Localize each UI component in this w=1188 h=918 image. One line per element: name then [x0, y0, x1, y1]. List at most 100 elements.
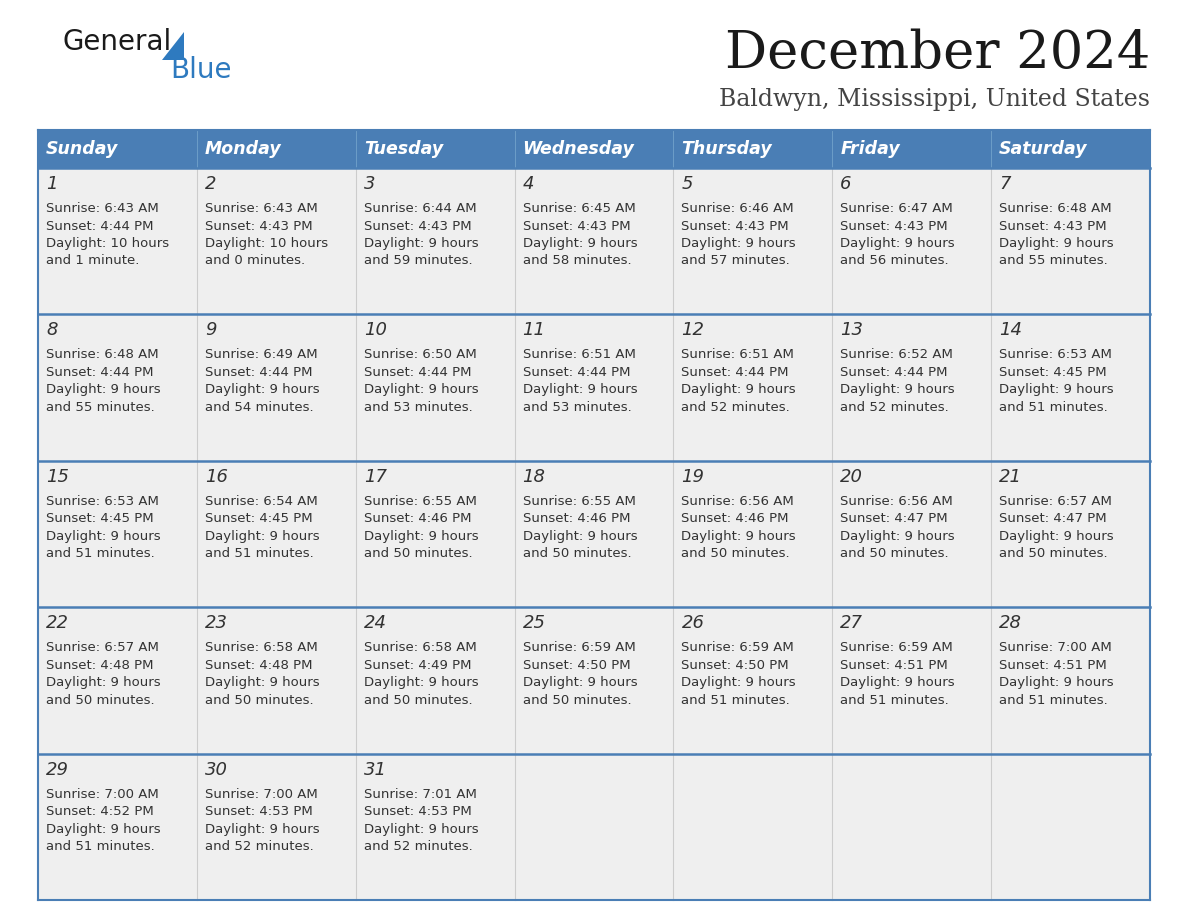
Text: Sunset: 4:51 PM: Sunset: 4:51 PM [840, 659, 948, 672]
Bar [514, 168, 674, 314]
Text: Daylight: 9 hours: Daylight: 9 hours [46, 384, 160, 397]
Text: 13: 13 [840, 321, 864, 340]
Bar [991, 168, 1150, 314]
Text: Sunset: 4:44 PM: Sunset: 4:44 PM [840, 366, 948, 379]
Text: and 0 minutes.: and 0 minutes. [204, 254, 305, 267]
Text: Daylight: 9 hours: Daylight: 9 hours [840, 677, 955, 689]
Bar [674, 607, 833, 754]
Bar [674, 461, 833, 607]
Text: Daylight: 9 hours: Daylight: 9 hours [364, 384, 479, 397]
Text: 2: 2 [204, 175, 216, 193]
Text: 30: 30 [204, 761, 228, 778]
Text: Daylight: 9 hours: Daylight: 9 hours [523, 530, 637, 543]
Text: Thursday: Thursday [682, 140, 772, 158]
Text: Sunrise: 7:00 AM: Sunrise: 7:00 AM [999, 641, 1112, 655]
Text: Sunset: 4:44 PM: Sunset: 4:44 PM [682, 366, 789, 379]
Text: and 58 minutes.: and 58 minutes. [523, 254, 631, 267]
Bar [38, 314, 197, 461]
Text: Daylight: 10 hours: Daylight: 10 hours [46, 237, 169, 250]
Text: Sunrise: 6:44 AM: Sunrise: 6:44 AM [364, 202, 476, 215]
Text: Sunrise: 6:48 AM: Sunrise: 6:48 AM [46, 349, 159, 362]
Text: and 52 minutes.: and 52 minutes. [682, 401, 790, 414]
Bar [514, 754, 674, 900]
Text: and 55 minutes.: and 55 minutes. [46, 401, 154, 414]
Text: and 56 minutes.: and 56 minutes. [840, 254, 949, 267]
Text: Sunset: 4:43 PM: Sunset: 4:43 PM [204, 219, 312, 232]
Text: Sunset: 4:44 PM: Sunset: 4:44 PM [46, 219, 153, 232]
Text: Daylight: 9 hours: Daylight: 9 hours [999, 530, 1114, 543]
Text: Daylight: 9 hours: Daylight: 9 hours [364, 237, 479, 250]
Text: Sunrise: 6:53 AM: Sunrise: 6:53 AM [999, 349, 1112, 362]
Text: 20: 20 [840, 468, 864, 486]
Text: and 50 minutes.: and 50 minutes. [682, 547, 790, 560]
Text: Sunrise: 6:55 AM: Sunrise: 6:55 AM [523, 495, 636, 508]
Text: Sunrise: 6:54 AM: Sunrise: 6:54 AM [204, 495, 317, 508]
Text: Sunrise: 6:49 AM: Sunrise: 6:49 AM [204, 349, 317, 362]
Text: Daylight: 9 hours: Daylight: 9 hours [204, 677, 320, 689]
Text: 25: 25 [523, 614, 545, 633]
Text: Sunset: 4:48 PM: Sunset: 4:48 PM [204, 659, 312, 672]
Text: Sunset: 4:45 PM: Sunset: 4:45 PM [46, 512, 153, 525]
Text: and 55 minutes.: and 55 minutes. [999, 254, 1108, 267]
Text: 12: 12 [682, 321, 704, 340]
Bar [197, 754, 355, 900]
Text: Daylight: 9 hours: Daylight: 9 hours [840, 384, 955, 397]
Text: Daylight: 9 hours: Daylight: 9 hours [682, 530, 796, 543]
Text: Daylight: 9 hours: Daylight: 9 hours [46, 677, 160, 689]
Text: and 50 minutes.: and 50 minutes. [523, 694, 631, 707]
Text: and 51 minutes.: and 51 minutes. [46, 840, 154, 853]
Text: Sunrise: 6:43 AM: Sunrise: 6:43 AM [204, 202, 317, 215]
Bar [514, 314, 674, 461]
Text: 19: 19 [682, 468, 704, 486]
Text: Daylight: 9 hours: Daylight: 9 hours [999, 384, 1114, 397]
Text: Baldwyn, Mississippi, United States: Baldwyn, Mississippi, United States [719, 88, 1150, 111]
Text: 4: 4 [523, 175, 535, 193]
Text: Sunset: 4:44 PM: Sunset: 4:44 PM [364, 366, 472, 379]
Text: 6: 6 [840, 175, 852, 193]
Text: and 51 minutes.: and 51 minutes. [46, 547, 154, 560]
Text: Daylight: 9 hours: Daylight: 9 hours [682, 237, 796, 250]
Text: and 52 minutes.: and 52 minutes. [364, 840, 473, 853]
Text: 26: 26 [682, 614, 704, 633]
Text: Sunset: 4:51 PM: Sunset: 4:51 PM [999, 659, 1107, 672]
Text: Friday: Friday [840, 140, 901, 158]
Bar [833, 314, 991, 461]
Text: Sunrise: 6:50 AM: Sunrise: 6:50 AM [364, 349, 476, 362]
Bar [38, 607, 197, 754]
Text: Sunset: 4:43 PM: Sunset: 4:43 PM [682, 219, 789, 232]
Text: Sunrise: 6:59 AM: Sunrise: 6:59 AM [840, 641, 953, 655]
Text: and 50 minutes.: and 50 minutes. [204, 694, 314, 707]
Bar [674, 168, 833, 314]
Text: 5: 5 [682, 175, 693, 193]
Text: 29: 29 [46, 761, 69, 778]
Text: and 51 minutes.: and 51 minutes. [999, 694, 1108, 707]
Text: Daylight: 9 hours: Daylight: 9 hours [523, 384, 637, 397]
Text: Daylight: 9 hours: Daylight: 9 hours [46, 823, 160, 835]
Text: Sunset: 4:50 PM: Sunset: 4:50 PM [682, 659, 789, 672]
Text: Sunrise: 6:57 AM: Sunrise: 6:57 AM [999, 495, 1112, 508]
Bar [197, 461, 355, 607]
Text: Monday: Monday [204, 140, 282, 158]
Text: 27: 27 [840, 614, 864, 633]
Text: Sunrise: 6:45 AM: Sunrise: 6:45 AM [523, 202, 636, 215]
Text: 18: 18 [523, 468, 545, 486]
Text: 16: 16 [204, 468, 228, 486]
Text: Sunday: Sunday [46, 140, 119, 158]
Text: Sunrise: 6:56 AM: Sunrise: 6:56 AM [682, 495, 795, 508]
Text: Tuesday: Tuesday [364, 140, 443, 158]
Bar [355, 754, 514, 900]
Bar [991, 461, 1150, 607]
Text: Wednesday: Wednesday [523, 140, 634, 158]
Bar [514, 607, 674, 754]
Text: Sunrise: 6:59 AM: Sunrise: 6:59 AM [682, 641, 795, 655]
Bar [674, 314, 833, 461]
Bar [674, 754, 833, 900]
Text: and 54 minutes.: and 54 minutes. [204, 401, 314, 414]
Text: Daylight: 9 hours: Daylight: 9 hours [682, 677, 796, 689]
Text: Daylight: 9 hours: Daylight: 9 hours [364, 823, 479, 835]
Text: Sunset: 4:45 PM: Sunset: 4:45 PM [204, 512, 312, 525]
Bar [833, 754, 991, 900]
Text: Sunset: 4:48 PM: Sunset: 4:48 PM [46, 659, 153, 672]
Text: Sunset: 4:44 PM: Sunset: 4:44 PM [523, 366, 630, 379]
Text: Sunrise: 7:01 AM: Sunrise: 7:01 AM [364, 788, 476, 800]
